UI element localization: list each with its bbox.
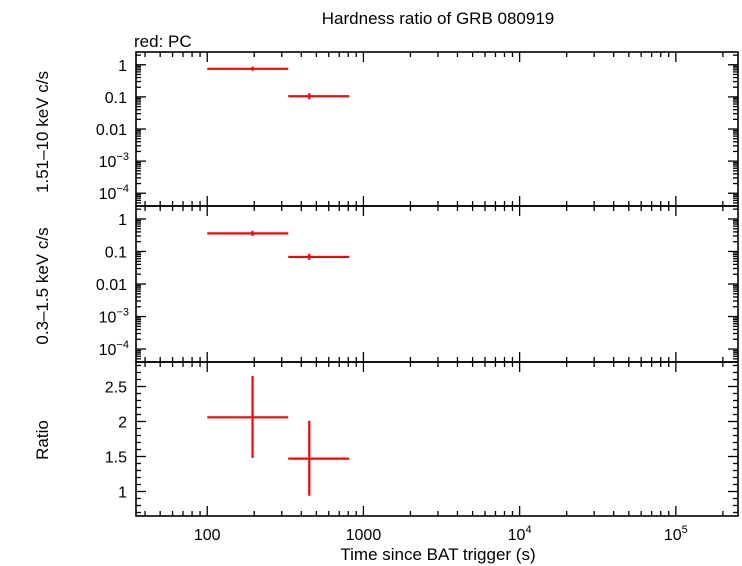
data-point: [288, 93, 350, 100]
x-tick-label: 100: [194, 527, 221, 544]
y-tick-label: 1: [118, 212, 127, 229]
x-ticks: [144, 206, 724, 362]
data-points: [207, 376, 350, 496]
data-points: [207, 230, 350, 260]
data-point: [207, 376, 289, 458]
x-axis-label: Time since BAT trigger (s): [340, 545, 535, 564]
data-point: [288, 420, 350, 496]
y-tick-label: 1.5: [105, 450, 127, 467]
data-point: [288, 253, 350, 260]
panel-frame: [135, 361, 739, 517]
y-tick-label-exp: −3: [116, 151, 129, 163]
y-tick-label: 2: [118, 415, 127, 432]
panel-frame: [135, 205, 739, 363]
y-tick-label-base: 10: [99, 310, 117, 327]
y-tick-label-base: 10: [99, 342, 117, 359]
x-tick-label: 105: [664, 524, 688, 544]
legend-note: red: PC: [134, 32, 192, 51]
y-tick-labels: 1 1.5 2 2.5: [105, 380, 127, 502]
y-tick-label-base: 10: [99, 154, 117, 171]
x-tick-label-base: 10: [508, 527, 526, 544]
y-tick-label: 1: [118, 58, 127, 75]
y-tick-label: 0.1: [105, 244, 127, 261]
x-ticks: [144, 52, 724, 206]
x-ticks: [144, 362, 724, 516]
y-tick-label-exp: −3: [116, 307, 129, 319]
y-ticks: [136, 54, 738, 207]
y-axis-label: 1.51–10 keV c/s: [33, 71, 52, 193]
y-tick-label: 10−3: [99, 151, 129, 171]
y-tick-label: 0.01: [96, 122, 127, 139]
x-tick-label-exp: 5: [682, 524, 688, 536]
y-axis-label: Ratio: [33, 420, 52, 460]
y-tick-label-exp: −4: [116, 183, 129, 195]
data-point: [207, 230, 289, 236]
y-tick-label-exp: −4: [116, 339, 129, 351]
x-tick-label: 1000: [346, 527, 382, 544]
data-points: [207, 66, 350, 100]
y-tick-label: 10−4: [99, 339, 129, 359]
y-ticks: [136, 364, 738, 514]
y-axis-label: 0.3–1.5 keV c/s: [33, 227, 52, 344]
y-tick-label: 2.5: [105, 380, 127, 397]
data-point: [207, 66, 289, 71]
y-tick-label: 1: [118, 485, 127, 502]
x-tick-labels: 100 1000 104 105: [194, 524, 688, 544]
y-tick-label: 10−4: [99, 183, 129, 203]
panel-ratio: 1 1.5 2 2.5 Ratio: [33, 361, 739, 517]
panel-frame: [135, 51, 739, 207]
x-tick-label-base: 10: [664, 527, 682, 544]
y-tick-label: 0.01: [96, 277, 127, 294]
x-tick-label: 104: [508, 524, 532, 544]
chart-title: Hardness ratio of GRB 080919: [322, 9, 554, 28]
y-tick-label-base: 10: [99, 186, 117, 203]
x-tick-label-exp: 4: [525, 524, 531, 536]
y-tick-label: 0.1: [105, 90, 127, 107]
y-tick-label: 10−3: [99, 307, 129, 327]
y-ticks: [136, 208, 738, 363]
